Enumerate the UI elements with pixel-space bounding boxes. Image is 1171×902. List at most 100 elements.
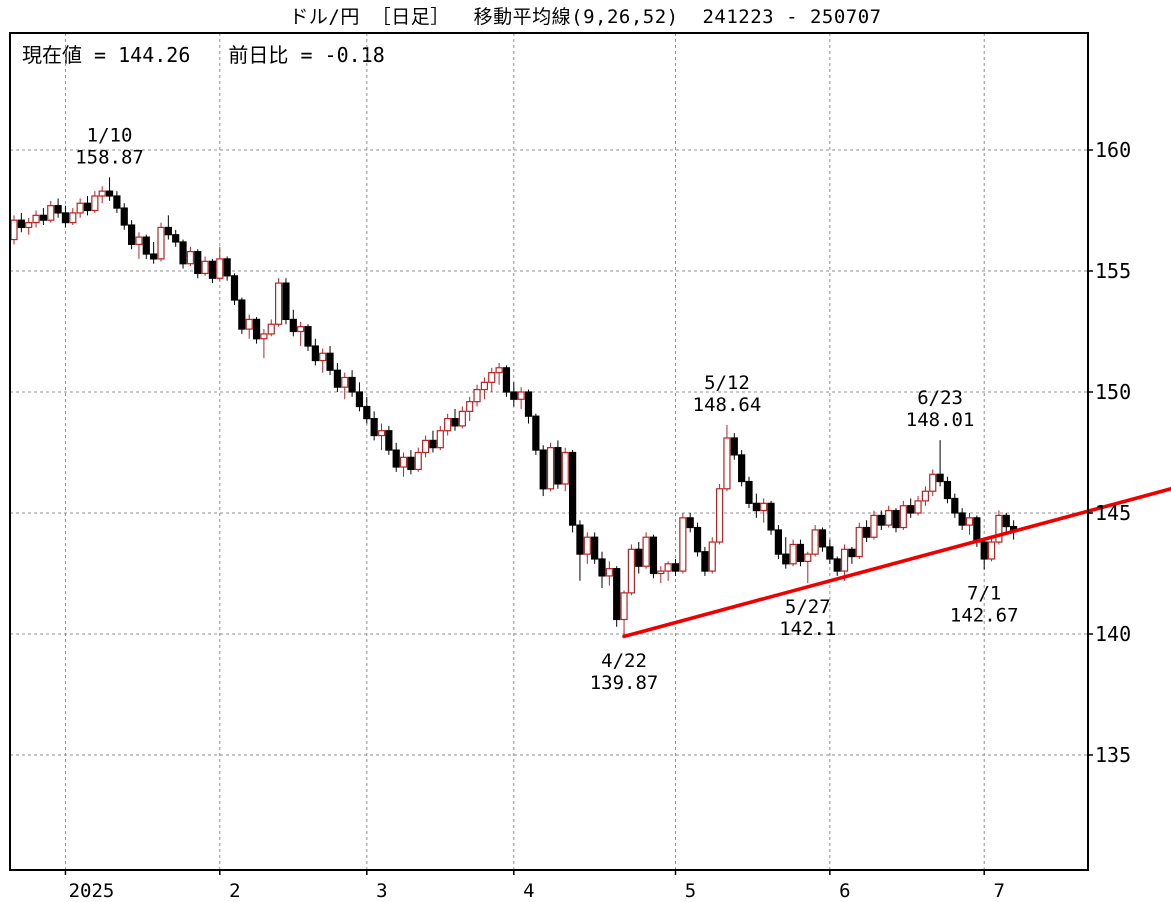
annotation-price: 148.01 <box>906 409 975 431</box>
x-axis-label: 2 <box>229 880 240 902</box>
candle-up <box>885 509 893 526</box>
candle-up <box>216 258 224 279</box>
candle-up <box>25 222 33 229</box>
candle-down <box>576 524 584 555</box>
candle-up <box>561 451 569 485</box>
annotation-date: 5/12 <box>704 372 750 394</box>
candle-up <box>480 381 488 391</box>
candle-down <box>17 219 25 229</box>
candle-down <box>304 326 312 347</box>
candle-down <box>105 190 114 197</box>
candle-up <box>444 418 452 432</box>
candle-down <box>649 536 658 575</box>
candle-down <box>429 439 437 449</box>
candle-down <box>502 367 511 393</box>
candle-down <box>833 558 841 572</box>
candle-down <box>1002 514 1010 528</box>
x-axis-label: 5 <box>685 880 696 902</box>
candle-up <box>267 323 275 335</box>
annotation-price: 148.64 <box>693 394 762 416</box>
candle-up <box>840 548 849 572</box>
candle-up <box>605 568 613 577</box>
candle-up <box>69 212 77 224</box>
candle-down <box>510 391 518 400</box>
annotation-date: 6/23 <box>917 387 963 409</box>
candle-down <box>179 241 187 265</box>
candle-down <box>61 212 70 224</box>
current-price-label: 現在値 <box>22 43 82 67</box>
candle-up <box>91 195 99 212</box>
candle-up <box>789 543 797 565</box>
candle-down <box>686 517 694 529</box>
candle-down <box>598 558 606 577</box>
candle-up <box>627 548 636 594</box>
candle-down <box>826 546 834 560</box>
candle-down <box>554 447 562 485</box>
candle-up <box>377 430 386 437</box>
candle-up <box>98 190 106 197</box>
y-axis-label: 160 <box>1095 138 1131 162</box>
candle-up <box>664 563 672 572</box>
candle-up <box>297 326 305 333</box>
candle-up <box>341 376 349 388</box>
candle-up <box>260 333 268 340</box>
candle-up <box>723 437 731 490</box>
candle-up <box>436 430 444 449</box>
candle-up <box>488 372 496 383</box>
candle-down <box>208 260 217 279</box>
candle-up <box>804 553 812 563</box>
candle-up <box>245 318 253 330</box>
x-axis-label: 6 <box>839 880 850 902</box>
candle-down <box>311 345 319 362</box>
support-trendline <box>622 486 1171 639</box>
candle-down <box>958 512 966 526</box>
axis-ticks <box>64 149 1093 875</box>
change-value: -0.18 <box>324 43 385 67</box>
candle-down <box>892 509 900 529</box>
candle-up <box>517 391 525 400</box>
candle-down <box>818 529 827 548</box>
candle-down <box>539 449 547 490</box>
x-axis-label: 4 <box>523 880 534 902</box>
y-axis-label: 150 <box>1095 380 1131 404</box>
candle-down <box>164 226 172 236</box>
candle-up <box>422 439 430 454</box>
candle-down <box>289 318 297 333</box>
current-price-value: 144.26 <box>118 43 191 67</box>
candle-down <box>613 568 621 621</box>
candle-down <box>782 553 790 565</box>
y-axis-label: 140 <box>1095 622 1131 646</box>
candle-up <box>10 219 18 241</box>
candle-down <box>767 502 775 531</box>
candle-down <box>796 543 805 563</box>
annotation-price: 139.87 <box>590 672 659 694</box>
y-axis-label: 135 <box>1095 743 1131 767</box>
candle-up <box>32 214 40 224</box>
candle-down <box>326 352 334 371</box>
candle-up <box>657 570 665 575</box>
candle-up <box>47 205 55 221</box>
candle-down <box>385 430 393 451</box>
x-axis-label: 2025 <box>69 880 115 902</box>
candle-up <box>495 367 503 374</box>
candle-down <box>730 437 738 456</box>
candle-down <box>407 456 415 471</box>
candle-down <box>693 526 702 553</box>
candle-down <box>230 275 239 301</box>
x-axis-labels: 2025 2 3 4 5 6 7 <box>69 880 1005 902</box>
candle-up <box>135 236 143 245</box>
annotation-date: 7/1 <box>967 582 1001 604</box>
candle-up <box>186 251 194 265</box>
candle-down <box>172 234 180 243</box>
candles <box>10 177 1018 638</box>
candle-up <box>546 447 555 490</box>
candle-down <box>128 224 136 245</box>
candle-down <box>862 526 871 538</box>
x-axis-label: 3 <box>376 880 387 902</box>
candle-up <box>399 456 408 468</box>
candle-down <box>524 391 533 417</box>
y-axis-label: 155 <box>1095 259 1131 283</box>
candle-up <box>620 592 628 621</box>
